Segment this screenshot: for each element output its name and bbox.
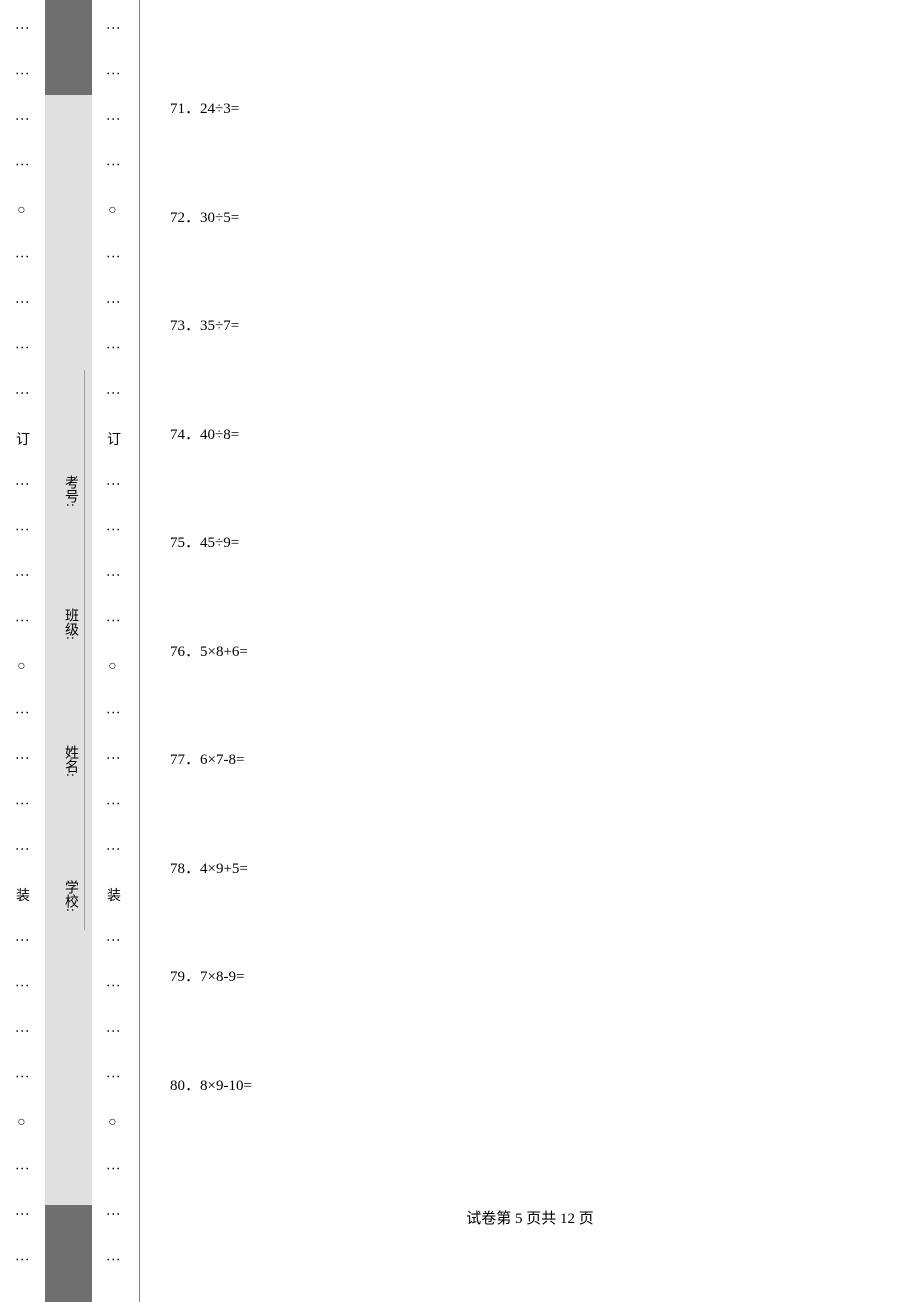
- question-row: 73．35÷7=: [170, 314, 239, 335]
- question-text: 30÷5=: [200, 210, 239, 226]
- question-text: 7×8-9=: [200, 969, 244, 985]
- field-name: 姓名:: [60, 745, 80, 777]
- question-number: 79．: [170, 969, 200, 985]
- question-number: 78．: [170, 861, 200, 877]
- question-row: 79．7×8-9=: [170, 965, 244, 986]
- field-school: 学校:: [60, 880, 80, 912]
- question-number: 71．: [170, 101, 200, 117]
- question-row: 72．30÷5=: [170, 206, 239, 227]
- gutter-stripe-dark-top: [45, 0, 92, 95]
- question-text: 4×9+5=: [200, 861, 248, 877]
- field-class: 班级:: [60, 608, 80, 640]
- content-area: 71．24÷3= 72．30÷5= 73．35÷7= 74．40÷8= 75．45÷9=…: [170, 0, 890, 1302]
- question-number: 75．: [170, 535, 200, 551]
- binding-gutter: ⋮ ⋮ ⋮ ⋮ ○ ⋮ ⋮ ⋮ ⋮ 线 ⋮ ⋮ ⋮ ⋮ ○ ⋮ ⋮ ⋮ ⋮ 订 …: [0, 0, 140, 1302]
- question-row: 76．5×8+6=: [170, 640, 248, 661]
- outer-binding-marks: ⋮ ⋮ ⋮ ⋮ ○ ⋮ ⋮ ⋮ ⋮ 线 ⋮ ⋮ ⋮ ⋮ ○ ⋮ ⋮ ⋮ ⋮ 订 …: [14, 0, 28, 1302]
- question-text: 6×7-8=: [200, 752, 244, 768]
- question-number: 73．: [170, 318, 200, 334]
- gutter-inner-divider: [84, 370, 85, 930]
- question-number: 72．: [170, 210, 200, 226]
- question-row: 78．4×9+5=: [170, 857, 248, 878]
- question-text: 8×9-10=: [200, 1078, 252, 1094]
- question-row: 80．8×9-10=: [170, 1074, 252, 1095]
- gutter-stripe-dark-bottom: [45, 1205, 92, 1302]
- question-row: 71．24÷3=: [170, 97, 239, 118]
- question-row: 77．6×7-8=: [170, 748, 244, 769]
- question-text: 45÷9=: [200, 535, 239, 551]
- question-text: 35÷7=: [200, 318, 239, 334]
- inner-binding-marks: ⋮ ⋮ ⋮ ⋮ ○ ⋮ ⋮ ⋮ ⋮ 线 ⋮ ⋮ ⋮ ⋮ ○ ⋮ ⋮ ⋮ ⋮ 订 …: [105, 0, 119, 1302]
- page-footer: 试卷第 5 页共 12 页: [170, 1207, 890, 1228]
- question-number: 80．: [170, 1078, 200, 1094]
- question-number: 77．: [170, 752, 200, 768]
- question-number: 74．: [170, 427, 200, 443]
- question-text: 40÷8=: [200, 427, 239, 443]
- field-exam-no: 考号:: [60, 475, 80, 507]
- question-text: 24÷3=: [200, 101, 239, 117]
- question-row: 75．45÷9=: [170, 531, 239, 552]
- question-row: 74．40÷8=: [170, 423, 239, 444]
- question-number: 76．: [170, 644, 200, 660]
- content-divider-line: [139, 0, 140, 1302]
- question-text: 5×8+6=: [200, 644, 248, 660]
